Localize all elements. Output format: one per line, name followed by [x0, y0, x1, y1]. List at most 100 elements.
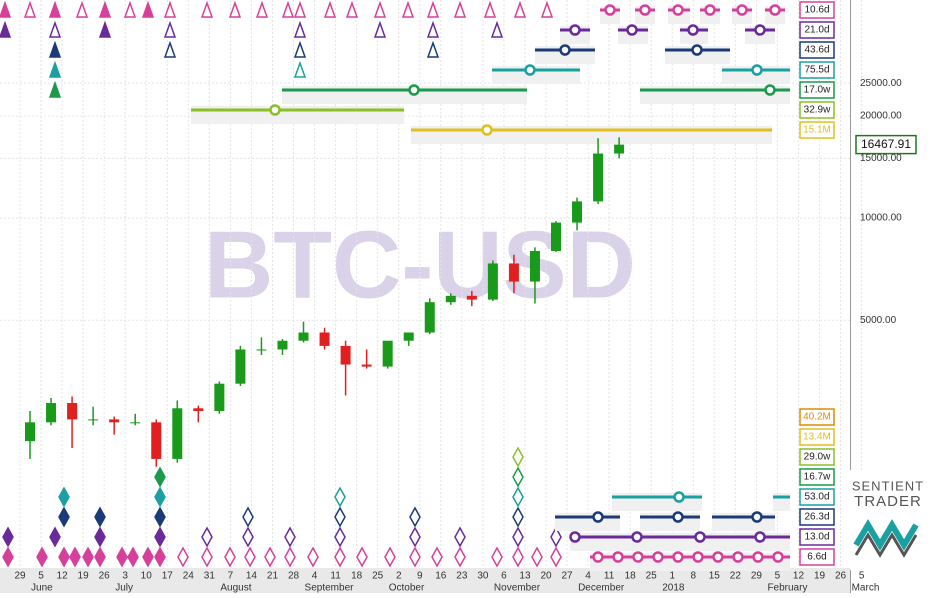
candle-body — [382, 340, 393, 367]
cycle-marker — [409, 546, 421, 568]
cycle-marker — [401, 0, 415, 18]
cycle-trough — [754, 24, 766, 36]
cycle-trough — [672, 551, 684, 563]
cycle-label: 13.4M — [803, 432, 831, 443]
cycle-label-box — [799, 61, 835, 79]
cycle-label-box — [799, 41, 835, 59]
candle-body — [151, 422, 162, 459]
x-tick-label: 21 — [267, 571, 279, 582]
cycle-marker — [154, 486, 166, 508]
x-tick-label: 17 — [162, 571, 174, 582]
cycle-marker — [48, 80, 62, 98]
cycle-marker — [0, 20, 12, 38]
x-tick-label: 29 — [14, 571, 26, 582]
cycle-label: 40.2M — [803, 412, 831, 423]
cycle-trough — [769, 4, 781, 16]
cycle-label: 6.6d — [807, 552, 826, 563]
candle-body — [214, 383, 225, 411]
month-label: August — [220, 583, 251, 593]
x-tick-label: 31 — [204, 571, 216, 582]
cycle-label: 21.0d — [804, 25, 829, 36]
candle-body — [551, 222, 561, 251]
cycle-label: 29.0w — [804, 452, 831, 463]
month-label: July — [115, 583, 133, 593]
cycle-trough — [524, 64, 536, 76]
cycle-marker — [49, 526, 61, 548]
cycle-trough — [559, 44, 571, 56]
cycle-marker — [36, 546, 48, 568]
cycle-trough — [604, 4, 616, 16]
x-tick-label: 5 — [859, 571, 865, 582]
x-tick-label: 10 — [141, 571, 153, 582]
cycle-trough — [712, 551, 724, 563]
cycle-marker — [293, 40, 307, 58]
cycle-label: 13.0d — [804, 532, 829, 543]
x-tick-label: 4 — [585, 571, 591, 582]
candle-body — [572, 201, 583, 223]
cycle-marker — [334, 546, 346, 568]
cycle-trough — [736, 4, 748, 16]
candle-body — [361, 364, 372, 367]
x-tick-label: 12 — [793, 571, 805, 582]
cycle-marker — [307, 546, 319, 568]
logo-mark — [854, 532, 918, 558]
cycle-marker — [48, 60, 62, 78]
cycle-marker — [453, 0, 467, 18]
month-label: October — [389, 583, 425, 593]
x-tick-label: 15 — [709, 571, 721, 582]
cycle-label-box — [799, 508, 835, 526]
candle-body — [298, 332, 309, 341]
month-label: September — [305, 583, 355, 593]
cycle-label: 53.0d — [804, 492, 829, 503]
cycle-marker — [154, 466, 166, 488]
cycle-marker — [512, 526, 524, 548]
cycle-trough — [692, 551, 704, 563]
price-tag — [855, 134, 917, 155]
cycle-marker — [200, 0, 214, 18]
cycle-trough — [752, 551, 764, 563]
cycle-marker — [293, 60, 307, 78]
y-tick-label: 5000.00 — [860, 315, 897, 326]
cycle-label-box — [799, 408, 835, 426]
candle-body — [172, 408, 183, 459]
cycle-label-box — [799, 548, 835, 566]
candle-body — [46, 403, 57, 423]
cycle-label-box — [799, 448, 835, 466]
x-tick-label: 5 — [775, 571, 781, 582]
month-label: June — [31, 583, 53, 593]
candle-body — [529, 250, 540, 282]
cycle-marker — [512, 466, 524, 488]
cycle-marker — [177, 546, 189, 568]
cycle-marker — [69, 546, 81, 568]
candle-body — [67, 403, 78, 420]
cycle-marker — [48, 40, 62, 58]
cycle-marker — [0, 0, 12, 18]
cycle-trough — [764, 84, 776, 96]
candle-body — [256, 349, 267, 351]
x-tick-label: 26 — [99, 571, 111, 582]
cycle-trough — [569, 24, 581, 36]
cycle-marker — [373, 0, 387, 18]
cycle-marker — [23, 0, 37, 18]
month-label: December — [578, 583, 625, 593]
y-tick-label: 10000.00 — [860, 213, 902, 224]
candle-body — [277, 340, 288, 350]
logo-mark — [853, 519, 919, 551]
month-label: March — [852, 583, 880, 593]
candle-body — [88, 419, 99, 421]
cycle-marker — [513, 0, 527, 18]
cycle-trough — [672, 511, 684, 523]
x-tick-label: 9 — [417, 571, 423, 582]
candle-body — [319, 332, 330, 346]
cycle-marker — [242, 506, 254, 528]
y-tick-label: 15000.00 — [860, 153, 902, 164]
candle-body — [340, 345, 351, 365]
x-tick-label: 25 — [372, 571, 384, 582]
candle-body — [487, 263, 498, 300]
cycle-marker — [512, 546, 524, 568]
cycle-marker — [491, 546, 503, 568]
cycle-marker — [345, 0, 359, 18]
cycle-marker — [426, 0, 440, 18]
cycle-label-box — [799, 101, 835, 119]
